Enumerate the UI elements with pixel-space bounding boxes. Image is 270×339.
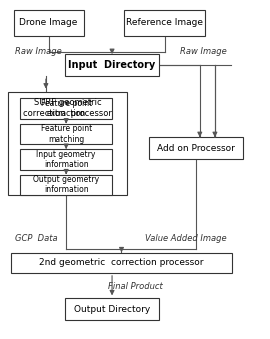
Text: GCP  Data: GCP Data bbox=[15, 235, 58, 243]
FancyBboxPatch shape bbox=[14, 10, 84, 36]
Text: Input  Directory: Input Directory bbox=[68, 60, 156, 70]
FancyBboxPatch shape bbox=[8, 92, 127, 195]
Text: Reference Image: Reference Image bbox=[126, 18, 203, 27]
FancyBboxPatch shape bbox=[20, 98, 112, 119]
Text: Raw Image: Raw Image bbox=[15, 47, 62, 56]
FancyBboxPatch shape bbox=[65, 298, 159, 320]
Text: Value Added Image: Value Added Image bbox=[145, 235, 227, 243]
Text: Feature point
extraction: Feature point extraction bbox=[40, 99, 92, 118]
FancyBboxPatch shape bbox=[20, 149, 112, 170]
Text: SURF geometric
correction  processor: SURF geometric correction processor bbox=[23, 98, 112, 118]
FancyBboxPatch shape bbox=[148, 137, 243, 159]
Text: Input geometry
information: Input geometry information bbox=[36, 149, 96, 169]
FancyBboxPatch shape bbox=[20, 124, 112, 144]
Text: Feature point
matching: Feature point matching bbox=[40, 124, 92, 144]
Text: Add on Processor: Add on Processor bbox=[157, 144, 235, 153]
FancyBboxPatch shape bbox=[124, 10, 205, 36]
FancyBboxPatch shape bbox=[20, 175, 112, 195]
Text: Final Product: Final Product bbox=[108, 282, 162, 291]
FancyBboxPatch shape bbox=[11, 253, 232, 273]
Text: Output Directory: Output Directory bbox=[74, 305, 150, 314]
Text: Output geometry
information: Output geometry information bbox=[33, 175, 99, 195]
Text: Raw Image: Raw Image bbox=[180, 47, 227, 56]
Text: Drone Image: Drone Image bbox=[19, 18, 78, 27]
Text: 2nd geometric  correction processor: 2nd geometric correction processor bbox=[39, 258, 204, 267]
FancyBboxPatch shape bbox=[65, 54, 159, 76]
